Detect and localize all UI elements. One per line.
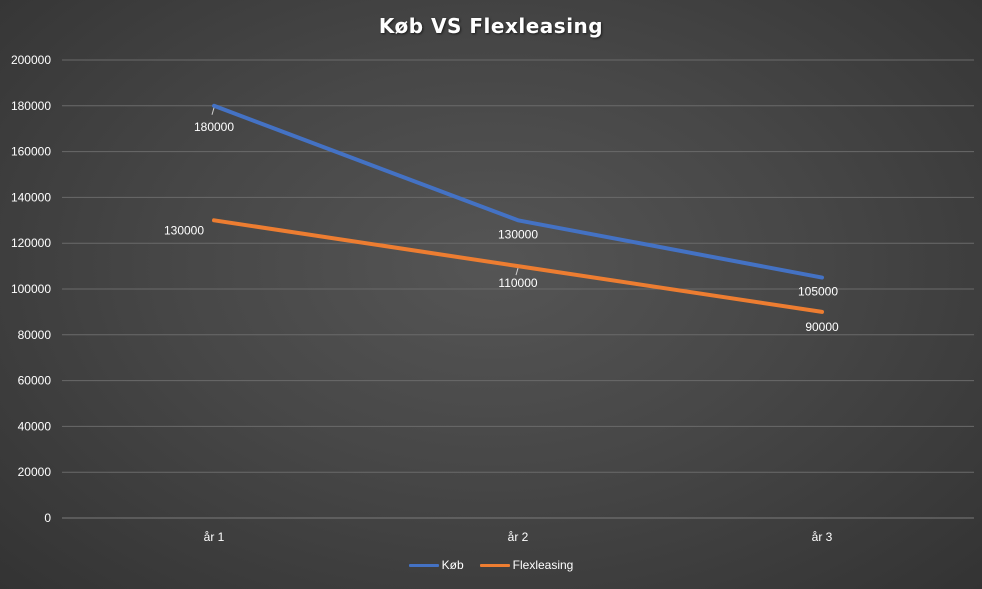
- legend-swatch-flexleasing: [479, 563, 510, 567]
- y-tick-label: 60000: [18, 374, 52, 388]
- y-tick-label: 160000: [11, 145, 51, 159]
- series-line-flexleasing: [212, 218, 824, 314]
- y-tick-label: 80000: [18, 328, 52, 342]
- legend-label-flexleasing: Flexleasing: [512, 558, 574, 572]
- legend-item-kob[interactable]: Køb: [408, 558, 464, 572]
- data-label-leader: [211, 107, 215, 115]
- data-label: 130000: [164, 223, 204, 237]
- y-tick-label: 0: [44, 511, 51, 525]
- x-tick-label: år 2: [508, 530, 529, 544]
- y-tick-label: 40000: [18, 419, 52, 433]
- y-tick-label: 180000: [11, 99, 51, 113]
- y-tick-label: 20000: [18, 465, 52, 479]
- data-label: 105000: [798, 285, 838, 299]
- legend-item-flexleasing[interactable]: Flexleasing: [479, 558, 574, 572]
- x-tick-label: år 3: [812, 530, 833, 544]
- chart-title: Køb VS Flexleasing: [378, 14, 604, 38]
- y-tick-label: 200000: [11, 53, 51, 67]
- data-label-leader: [515, 267, 519, 276]
- y-tick-label: 120000: [11, 236, 51, 250]
- legend-swatch-kob: [408, 563, 439, 567]
- series-line-kob: [212, 103, 824, 280]
- y-tick-label: 100000: [11, 282, 51, 296]
- data-label: 130000: [498, 227, 538, 241]
- data-label: 110000: [498, 276, 537, 290]
- data-label: 180000: [194, 120, 234, 134]
- legend-label-kob: Køb: [441, 558, 464, 572]
- legend: Køb Flexleasing: [0, 558, 982, 572]
- x-tick-label: år 1: [204, 530, 225, 544]
- data-label: 90000: [805, 320, 839, 334]
- y-tick-label: 140000: [11, 190, 51, 204]
